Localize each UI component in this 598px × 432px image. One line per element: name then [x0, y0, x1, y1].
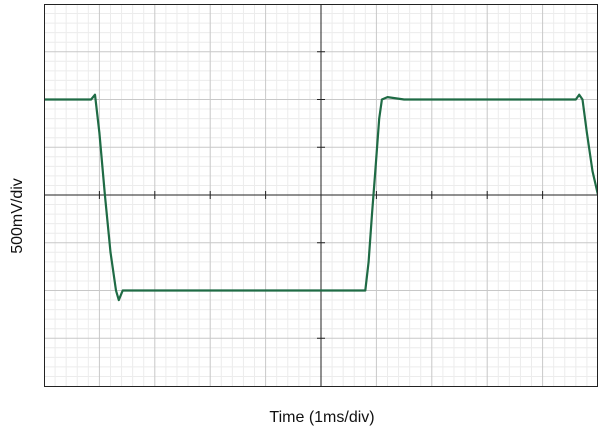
- center-axes: [44, 4, 598, 386]
- x-axis-label: Time (1ms/div): [269, 409, 374, 426]
- trace-line-0: [44, 93, 598, 302]
- y-axis-label: 500mV/div: [9, 178, 26, 254]
- plot-area: [44, 4, 598, 387]
- trace-layer: [44, 93, 598, 302]
